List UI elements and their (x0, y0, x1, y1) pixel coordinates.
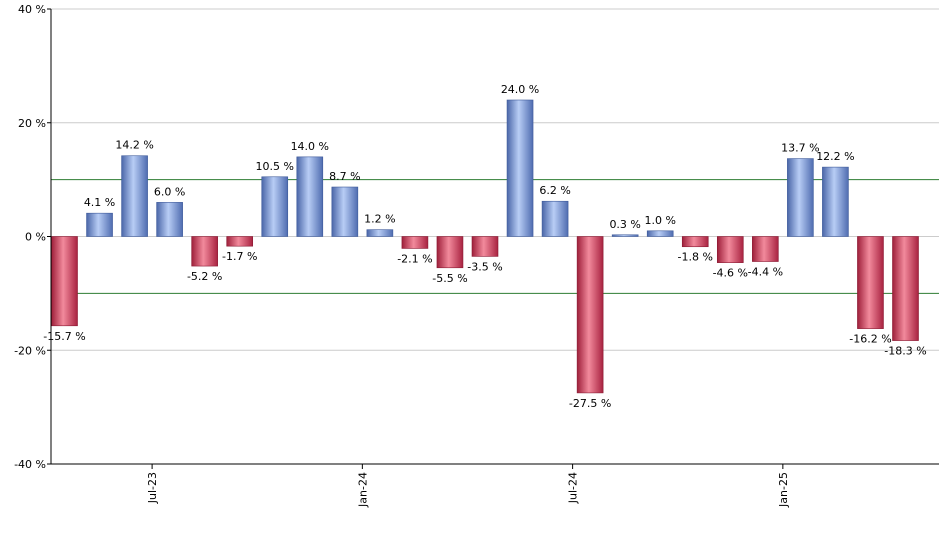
data-label: 13.7 % (781, 142, 819, 155)
bar (296, 156, 324, 237)
data-label: -27.5 % (569, 397, 611, 410)
y-tick-label: 0 % (25, 231, 46, 244)
bar (191, 236, 218, 267)
data-label: 14.0 % (291, 140, 329, 153)
data-label: -5.2 % (187, 270, 222, 283)
bar (86, 212, 113, 237)
bar (261, 176, 289, 237)
data-label: -15.7 % (43, 330, 85, 343)
x-tick-label: Jan-24 (356, 472, 369, 508)
data-label: -4.6 % (713, 267, 748, 280)
bar (752, 236, 779, 262)
data-label: 1.0 % (644, 214, 675, 227)
x-tick-label: Jul-23 (146, 472, 159, 504)
data-label: -1.8 % (678, 251, 713, 264)
data-label: -18.3 % (884, 345, 926, 358)
x-tick-label: Jul-24 (567, 472, 580, 504)
data-label: -16.2 % (849, 333, 891, 346)
data-label: -1.7 % (222, 250, 257, 263)
bar (436, 236, 464, 269)
bar (576, 236, 604, 394)
data-label: -4.4 % (748, 266, 783, 279)
axes: 40 % 20 % 0 % -20 % -40 % Jul-23 Jan-24 Jul-24 J… (14, 3, 939, 508)
bar (681, 236, 709, 248)
bar (787, 158, 814, 237)
bar (611, 234, 639, 237)
bar (892, 236, 919, 341)
bar (716, 236, 744, 263)
x-tick-label: Jan-25 (777, 472, 790, 508)
y-tick-label: -20 % (14, 344, 46, 357)
y-tick-label: 20 % (18, 117, 46, 130)
data-label: 6.2 % (539, 184, 570, 197)
bar (156, 202, 183, 237)
bar (471, 236, 499, 257)
data-label: -2.1 % (397, 252, 432, 265)
bar (822, 166, 849, 237)
data-label: 10.5 % (256, 160, 294, 173)
bar (646, 230, 674, 237)
bar (226, 236, 254, 247)
data-label: -3.5 % (467, 260, 502, 273)
data-label: 4.1 % (84, 196, 115, 209)
bar (331, 186, 359, 237)
bar (366, 229, 394, 237)
bar (401, 236, 429, 249)
data-label: 6.0 % (154, 185, 185, 198)
data-label: 14.2 % (115, 139, 153, 152)
bar (506, 99, 534, 237)
data-label: 0.3 % (609, 218, 640, 231)
data-label: 24.0 % (501, 83, 539, 96)
data-label: -5.5 % (432, 272, 467, 285)
data-label: 8.7 % (329, 170, 360, 183)
bar (121, 155, 148, 237)
bar (857, 236, 884, 329)
data-label: 1.2 % (364, 213, 395, 226)
y-tick-label: 40 % (18, 3, 46, 16)
y-tick-label: -40 % (14, 458, 46, 471)
bars (51, 99, 919, 394)
data-labels: -15.7 % 4.1 % 14.2 % 6.0 % -5.2 %-1.7 % 10.5 … (43, 83, 926, 410)
bar (51, 236, 78, 327)
data-label: 12.2 % (816, 150, 854, 163)
bar (541, 200, 569, 237)
